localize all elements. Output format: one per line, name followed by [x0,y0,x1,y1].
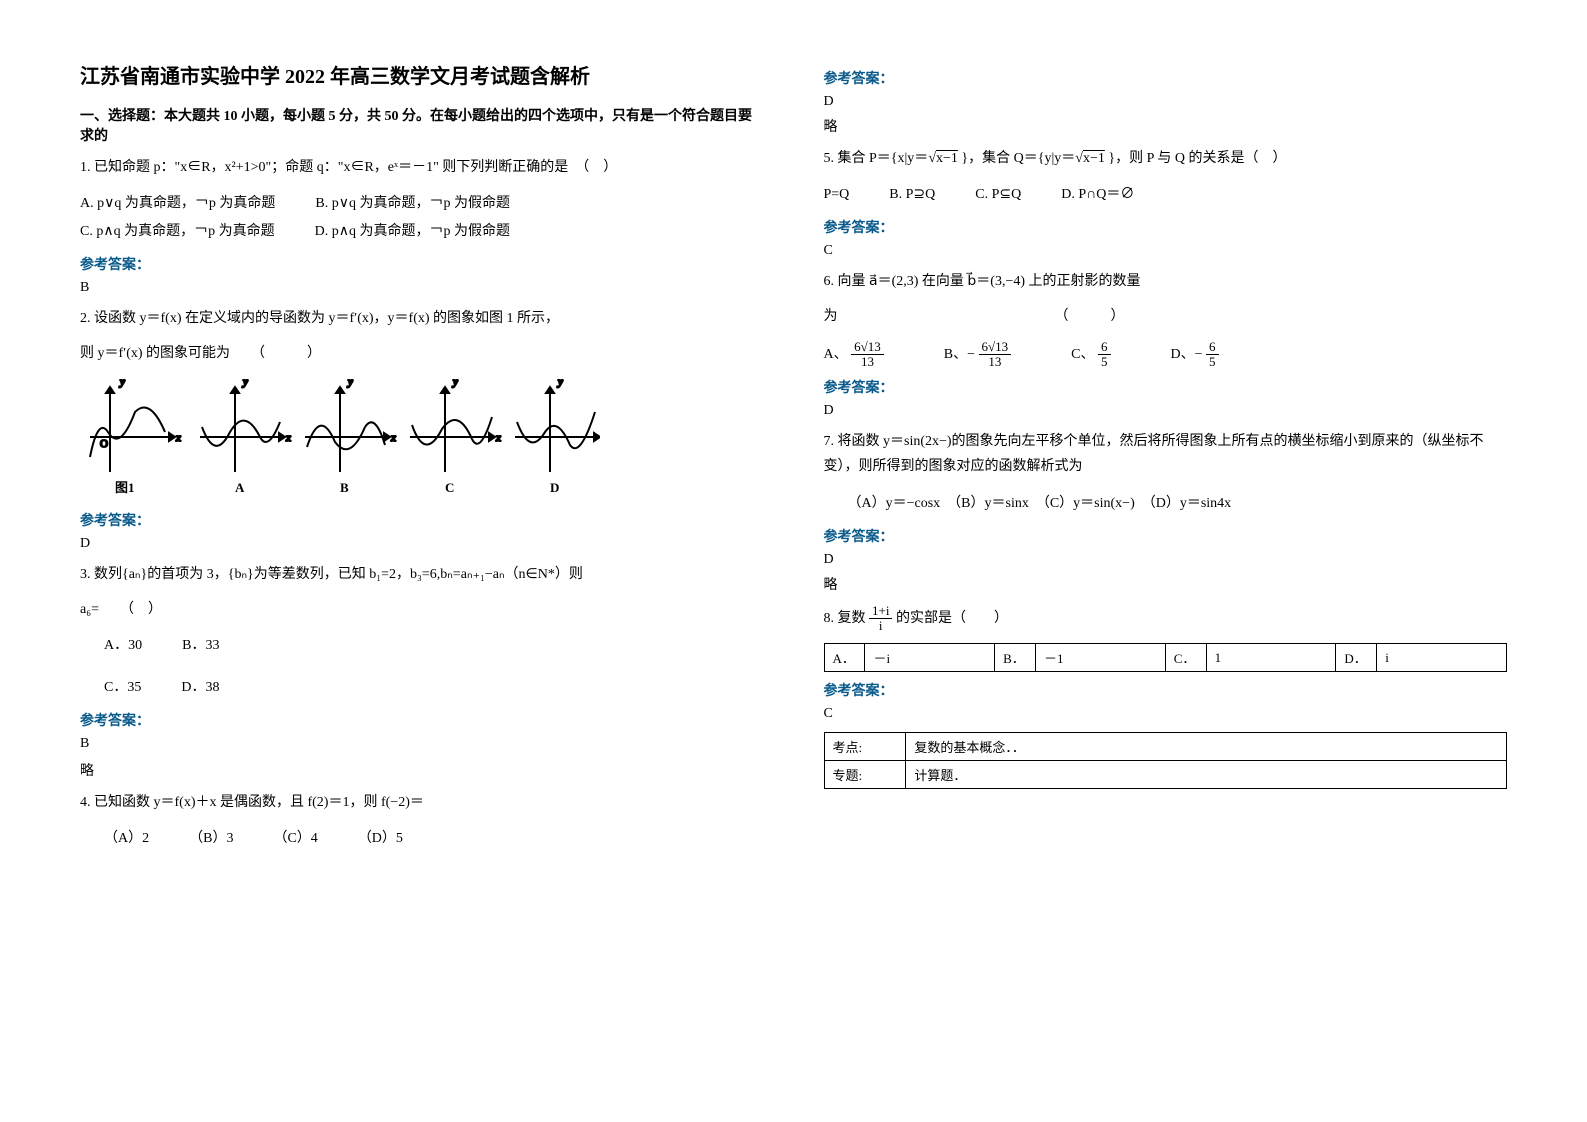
q6-options: A、 6√1313 B、− 6√1313 C、 65 D、− 65 [824,340,1508,370]
q8-optC: 1 [1206,644,1336,672]
q5-stem-2: }，集合 Q＝{y|y＝ [961,151,1075,166]
q2-figure: y x O y x y x [80,377,764,502]
q4-answer-label: 参考答案： [824,68,1508,88]
q8-frac-num: 1+i [869,604,892,619]
right-column: 参考答案： D 略 5. 集合 P＝{x|y＝√x−1 }，集合 Q＝{y|y＝… [824,60,1508,1062]
q4-omit: 略 [824,116,1508,136]
q8-optA: －i [865,644,995,672]
q4-optD: （D）5 [358,825,403,853]
q8-optB: －1 [1036,644,1166,672]
q6-optB: B、− 6√1313 [944,340,1011,370]
q4-optA: （A）2 [104,825,149,853]
svg-text:y: y [347,377,353,388]
q6-optC: C、 65 [1071,340,1110,370]
q8-optD: i [1377,644,1507,672]
page-title: 江苏省南通市实验中学 2022 年高三数学文月考试题含解析 [80,60,764,89]
q3-optA: A．30 [104,632,142,660]
svg-text:A: A [235,480,245,495]
q3-answer: B [80,736,764,752]
svg-text:y: y [242,377,248,388]
q5-stem-1: 5. 集合 P＝{x|y＝ [824,151,929,166]
q7-omit: 略 [824,574,1508,594]
svg-text:y: y [119,377,125,388]
section-heading: 一、选择题：本大题共 10 小题，每小题 5 分，共 50 分。在每小题给出的四… [80,105,764,145]
q2-answer-label: 参考答案： [80,510,764,530]
q2-stem-1: 2. 设函数 y＝f(x) 在定义域内的导函数为 y＝f′(x)，y＝f(x) … [80,306,764,331]
q5-optB: B. P⊇Q [889,181,935,209]
q6-answer-label: 参考答案： [824,377,1508,397]
q1-optA: A. p∨q 为真命题，￢p 为真命题 [80,190,275,218]
q3-answer-label: 参考答案： [80,710,764,730]
q2-answer: D [80,536,764,552]
q8-row2b: 计算题． [906,761,1507,789]
q8-stem-post: 的实部是（ ） [896,611,1008,626]
q8-row1a: 考点: [824,733,906,761]
q5-answer-label: 参考答案： [824,217,1508,237]
q3-stem-2: a₆= （ ） [80,597,764,622]
q7-stem: 7. 将函数 y＝sin(2x−)的图象先向左平移个单位，然后将所得图象上所有点… [824,429,1508,479]
q5-sqrt-1: x−1 [936,151,958,166]
svg-text:y: y [557,377,563,388]
q5-optD: D. P∩Q＝∅ [1061,181,1134,209]
q8-stem: 8. 复数 1+ii 的实部是（ ） [824,604,1508,634]
svg-text:x: x [175,432,181,444]
q7-options: （A）y＝−cosx （B）y＝sinx （C）y＝sin(x−) （D）y＝s… [848,490,1508,518]
q5-options: P=Q B. P⊇Q C. P⊆Q D. P∩Q＝∅ [824,181,1508,209]
q6-optA: A、 6√1313 [824,340,884,370]
q6-stem: 6. 向量 a⃗＝(2,3) 在向量 b⃗＝(3,−4) 上的正射影的数量 [824,269,1508,294]
q1-optC: C. p∧q 为真命题，￢p 为真命题 [80,218,275,246]
svg-text:x: x [390,432,396,444]
q3-omit: 略 [80,760,764,780]
q2-stem-2: 则 y＝f′(x) 的图象可能为 （ ） [80,341,764,366]
q4-optC: （C）4 [273,825,317,853]
q4-optB: （B）3 [189,825,233,853]
q4-answer: D [824,94,1508,110]
q1-answer: B [80,280,764,296]
q1-stem: 1. 已知命题 p："x∈R，x²+1>0"；命题 q："x∈R，eˣ＝－1" … [80,155,764,180]
svg-text:C: C [445,480,454,495]
svg-text:图1: 图1 [115,480,135,495]
q3-optC: C．35 [104,674,141,702]
q6-stem-2: 为 （ ） [824,304,1508,329]
q5-stem-3: }，则 P 与 Q 的关系是（ ） [1108,151,1286,166]
q8-answer: C [824,706,1508,722]
q6-optD: D、− 65 [1171,340,1219,370]
q8-answer-label: 参考答案： [824,680,1508,700]
q8-meta-table: 考点: 复数的基本概念．． 专题: 计算题． [824,732,1508,789]
q5-optC: C. P⊆Q [975,181,1021,209]
svg-text:y: y [452,377,458,388]
q7-answer: D [824,552,1508,568]
svg-text:B: B [340,480,349,495]
q8-stem-pre: 8. 复数 [824,611,870,626]
svg-text:O: O [100,438,108,450]
left-column: 江苏省南通市实验中学 2022 年高三数学文月考试题含解析 一、选择题：本大题共… [80,60,764,1062]
q8-options-table: A．－i B．－1 C．1 D．i [824,643,1508,672]
svg-text:D: D [550,480,559,495]
q8-row2a: 专题: [824,761,906,789]
q5-answer: C [824,243,1508,259]
svg-text:x: x [495,432,501,444]
q8-frac-den: i [869,619,892,633]
q7-answer-label: 参考答案： [824,526,1508,546]
svg-text:x: x [285,432,291,444]
q5-sqrt-2: x−1 [1083,151,1105,166]
q6-answer: D [824,403,1508,419]
q5-optA: P=Q [824,181,850,209]
q2-svg: y x O y x y x [80,377,600,497]
q3-stem: 3. 数列{aₙ}的首项为 3，{bₙ}为等差数列，已知 b₁=2，b₃=6,b… [80,562,764,587]
q8-row1b: 复数的基本概念．． [906,733,1507,761]
q3-options: A．30 B．33 C．35 D．38 [104,632,764,702]
q3-optB: B．33 [182,632,219,660]
q4-options: （A）2 （B）3 （C）4 （D）5 [104,825,764,853]
q1-optB: B. p∨q 为真命题，￢p 为假命题 [315,190,510,218]
q1-answer-label: 参考答案： [80,254,764,274]
q1-options: A. p∨q 为真命题，￢p 为真命题 B. p∨q 为真命题，￢p 为假命题 … [80,190,764,246]
q5-stem: 5. 集合 P＝{x|y＝√x−1 }，集合 Q＝{y|y＝√x−1 }，则 P… [824,146,1508,171]
q3-optD: D．38 [181,674,219,702]
q1-optD: D. p∧q 为真命题，￢p 为假命题 [315,218,510,246]
q4-stem: 4. 已知函数 y＝f(x)＋x 是偶函数，且 f(2)＝1，则 f(−2)＝ [80,790,764,815]
